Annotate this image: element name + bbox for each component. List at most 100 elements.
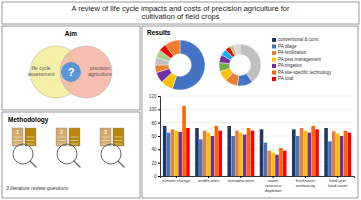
title: A review of life cycle impacts and costs… (71, 4, 290, 22)
venn-label: life cycleassessment (28, 66, 55, 78)
venn: Aimlife cycleassessmentprecisionagricult… (28, 30, 112, 98)
legend-item: PA pest management (272, 57, 321, 62)
bar (178, 132, 182, 176)
panel (2, 26, 140, 110)
y-tick-mark (158, 176, 160, 177)
book-page (100, 128, 111, 146)
bar (296, 136, 300, 176)
bar (344, 131, 348, 176)
book-icon: 1 (12, 128, 36, 167)
book-page (69, 128, 80, 146)
bar (304, 131, 308, 176)
donut-slice (165, 40, 180, 56)
book-page (12, 128, 23, 146)
grid (160, 96, 354, 176)
bar (195, 128, 199, 176)
panel (2, 112, 140, 198)
methodology: Methodology1233 literature review questi… (6, 116, 124, 191)
x-tick: freshwaterecotoxicity (296, 176, 316, 188)
bar (283, 151, 287, 176)
legend-item: PA fertilization (272, 50, 307, 55)
bar-series (182, 106, 347, 176)
book-line (115, 144, 123, 145)
y-tick-label: 120 (149, 94, 157, 99)
bar (218, 131, 222, 176)
book-line (14, 137, 22, 138)
bar (163, 126, 167, 176)
legend-swatch (272, 38, 276, 42)
y-tick-mark (158, 123, 160, 124)
legend-item: conventional & conv. (272, 37, 319, 42)
donut-slice (237, 73, 252, 86)
legend-swatch (272, 77, 276, 81)
book-page (25, 128, 36, 146)
book-line (71, 140, 79, 141)
y-tick: 100 (149, 107, 160, 112)
y-tick-mark (158, 136, 160, 137)
bar (292, 129, 296, 176)
bar (311, 126, 315, 176)
bar (227, 126, 231, 176)
y-tick-mark (158, 149, 160, 150)
panel (142, 26, 358, 198)
bar (211, 136, 215, 176)
legend: conventional & conv. PA tillagePA fertili… (272, 37, 332, 81)
magnifier-handle (118, 161, 124, 167)
bar (243, 135, 247, 176)
icon-number: 2 (60, 130, 63, 135)
book-line (115, 140, 123, 141)
venn-question: ? (68, 65, 75, 77)
x-tick-label: acidification (198, 178, 221, 183)
y-tick: 80 (151, 121, 160, 126)
book-line (27, 137, 35, 138)
icon-number: 3 (104, 130, 107, 135)
book-line (115, 137, 123, 138)
bar (271, 153, 275, 176)
book-line (27, 140, 35, 141)
bar (315, 129, 319, 176)
book-page (113, 128, 124, 146)
y-axis-line (158, 97, 161, 177)
y-tick-label: 80 (151, 121, 157, 126)
bar (275, 155, 279, 176)
x-tick: waterresourcedepletion (265, 176, 283, 193)
panel-title: Results (147, 29, 171, 36)
bar (279, 148, 283, 176)
book-line (58, 140, 66, 141)
magnifier-handle (30, 161, 36, 167)
legend-label: PA tillage (278, 44, 297, 49)
x-tick-label: waterresourcedepletion (265, 178, 283, 193)
bar (167, 133, 171, 176)
book-line (58, 137, 66, 138)
x-tick: climate change (162, 176, 191, 183)
bar-series (186, 128, 351, 176)
y-tick-label: 20 (151, 161, 157, 166)
bar (231, 136, 235, 176)
bar (199, 139, 203, 176)
book-line (27, 144, 35, 145)
x-tick: acidification (198, 176, 221, 183)
bar (340, 136, 344, 176)
legend-item: PA total (272, 76, 293, 81)
panel-title: Methodology (8, 116, 49, 124)
panel-title: Aim (65, 30, 78, 37)
y-tick: 20 (151, 161, 160, 166)
legend-swatch (272, 45, 276, 49)
book-line (71, 137, 79, 138)
legend-item: PA tillage (272, 44, 297, 49)
grid-line (160, 96, 354, 97)
legend-label: PA total (278, 76, 293, 81)
donut-slice (234, 44, 240, 55)
bar (251, 131, 255, 176)
bar (328, 141, 332, 176)
legend-swatch (272, 64, 276, 68)
bar (332, 131, 336, 176)
y-tick-label: 40 (151, 147, 157, 152)
bar-series (171, 128, 336, 176)
y-tick-mark (158, 163, 160, 164)
venn-overlap (61, 62, 81, 82)
bar (182, 106, 186, 176)
icon-number: 1 (16, 130, 19, 135)
donut-slice (155, 65, 169, 73)
legend-label: PA fertilization (278, 50, 307, 55)
